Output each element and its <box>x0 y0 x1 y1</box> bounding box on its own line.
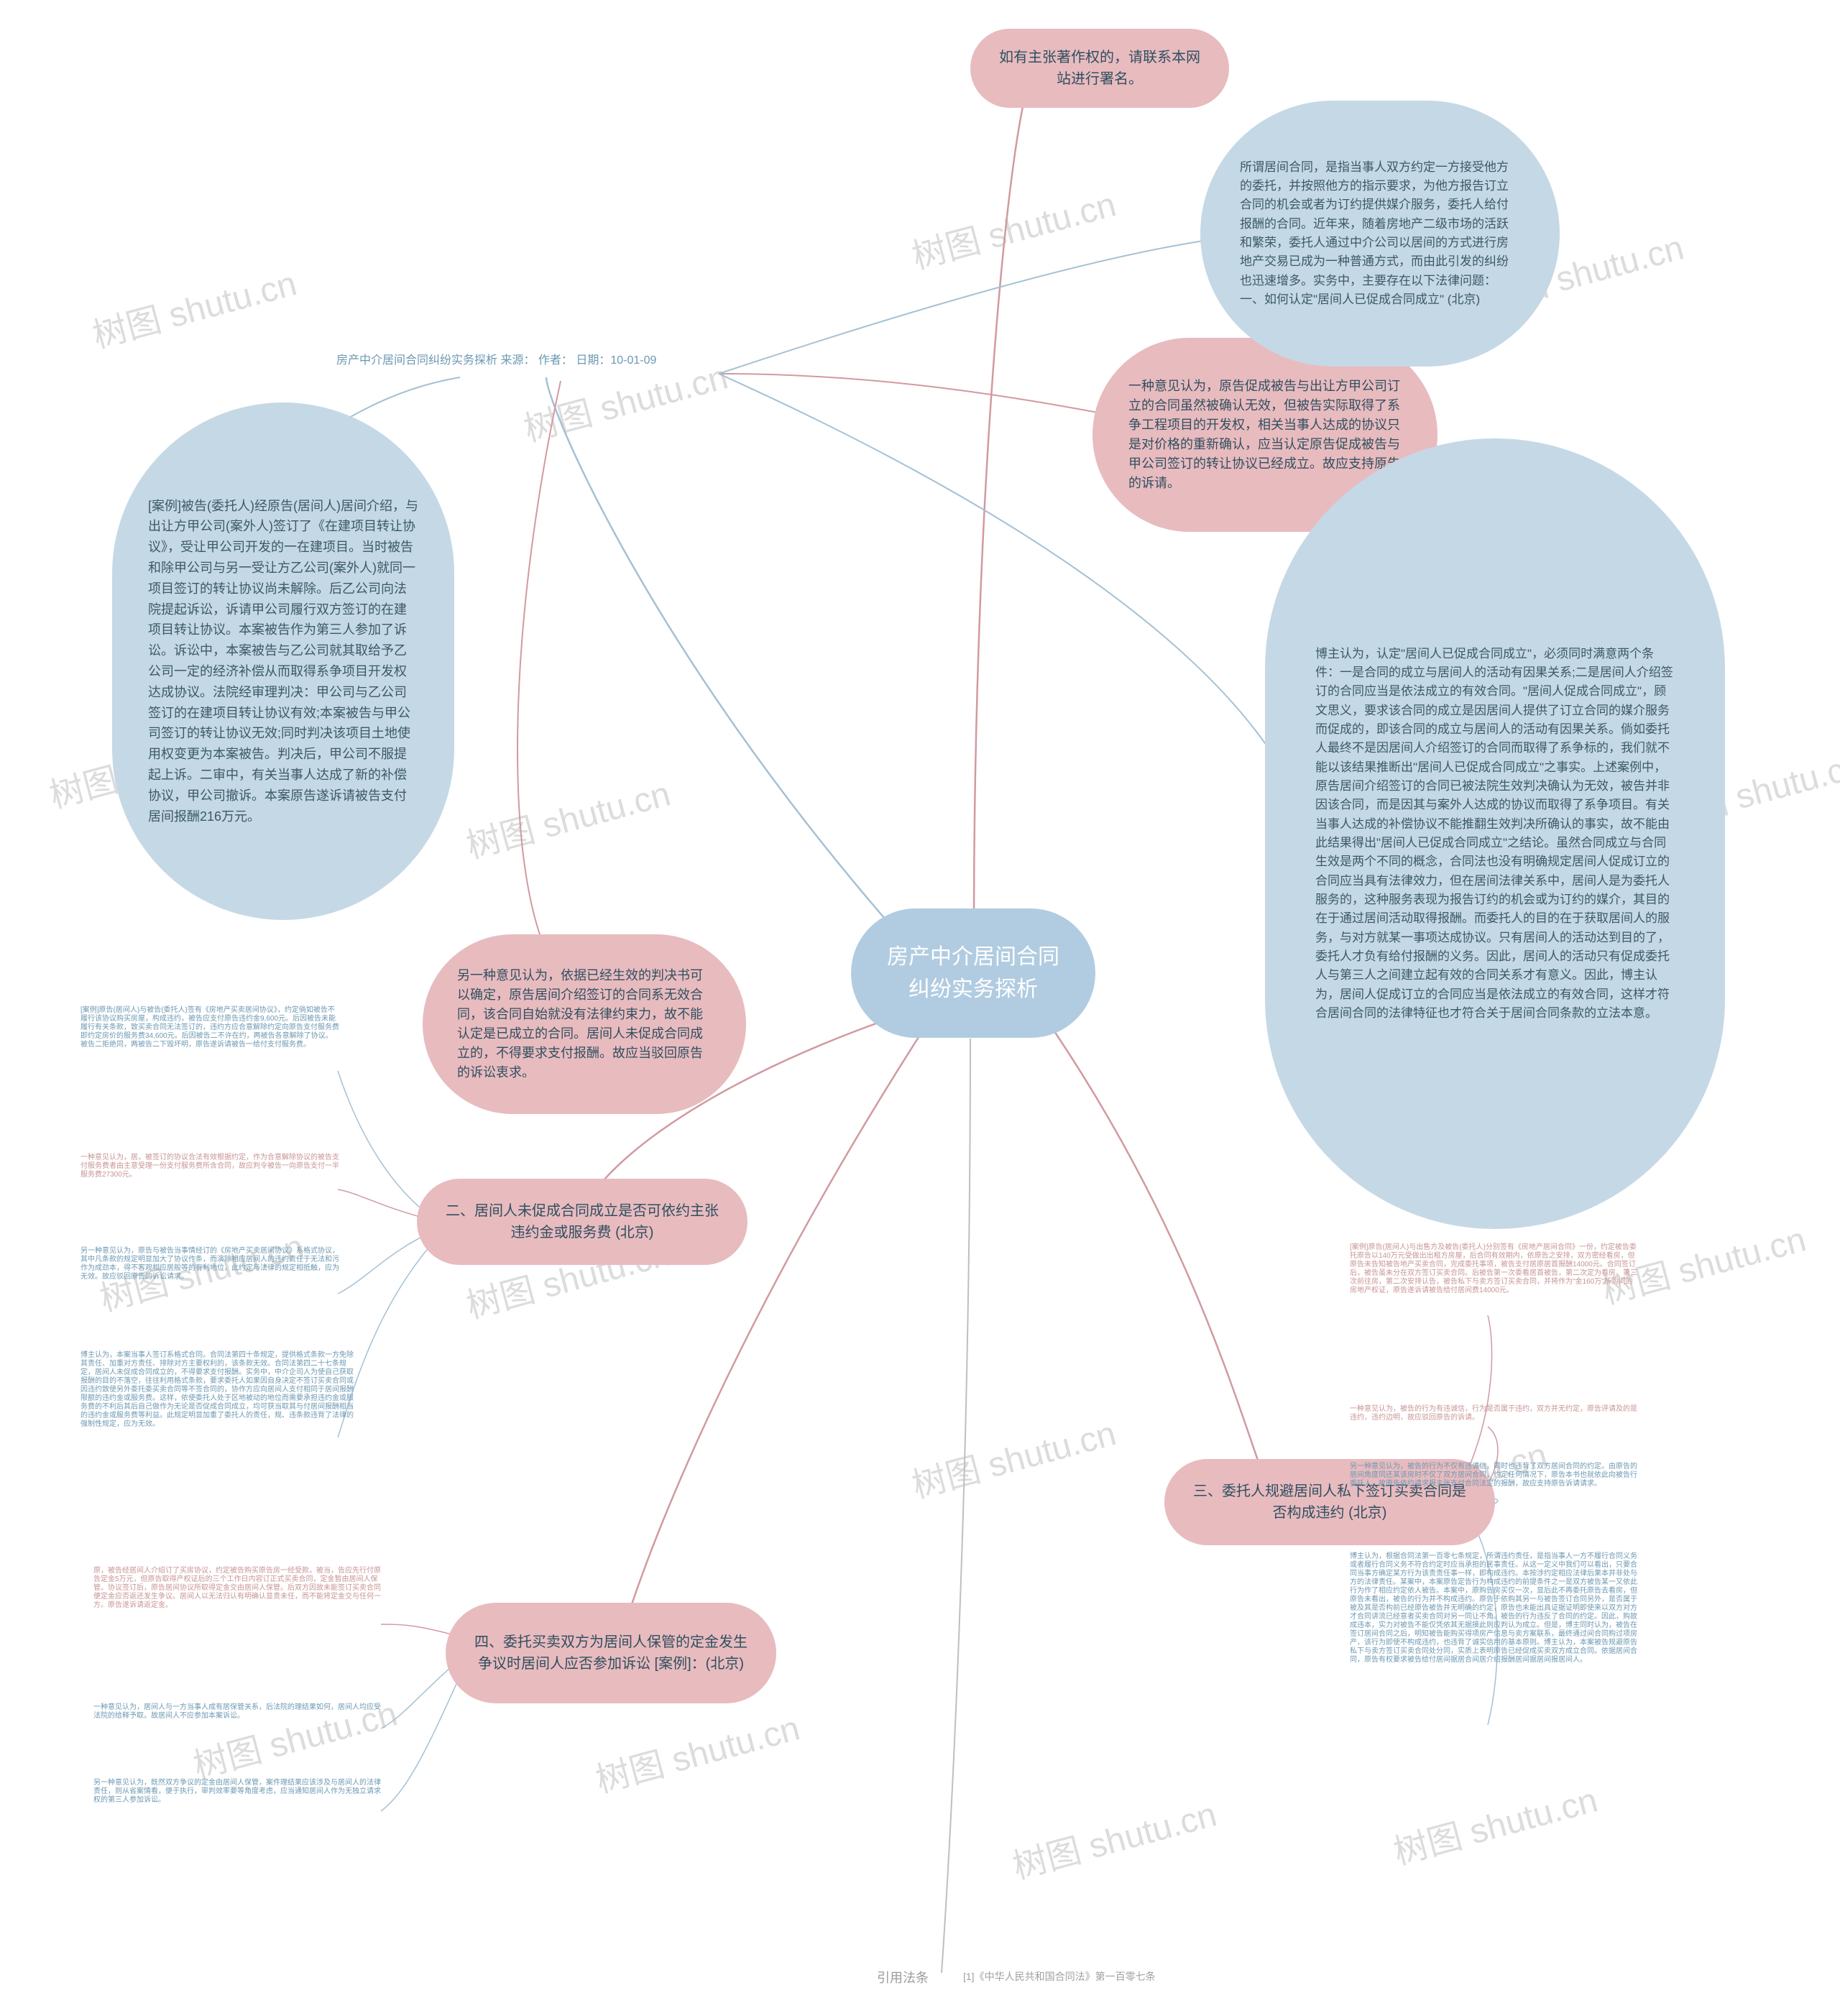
watermark: 树图 shutu.cn <box>460 765 675 868</box>
branch2-opinion1: 一种意见认为，居，被签订的协议合法有效根据约定，作为合意解除协议的被告支付服务费… <box>80 1154 339 1179</box>
intro-text: 所谓居间合同，是指当事人双方约定一方接受他方的委托，并按照他方的指示要求，为他方… <box>1240 158 1520 310</box>
watermark: 树图 shutu.cn <box>906 1405 1121 1508</box>
branch3-opinion2: 另一种意见认为，被告的行为不仅有违诚信，同时也违背了双方居间合同的约定。由原告的… <box>1350 1463 1637 1488</box>
watermark: 树图 shutu.cn <box>1006 1786 1221 1889</box>
branch2-case: [案例]原告(居间人)与被告(委托人)签有《房地产买卖居间协议》，约定倘如被告不… <box>80 1006 339 1049</box>
branch2-node: 二、居间人未促成合同成立是否可依约主张违约金或服务费 (北京) <box>417 1179 748 1265</box>
opinion2-text: 另一种意见认为，依据已经生效的判决书可以确定，原告居间介绍签订的合同系无效合同，… <box>457 966 712 1082</box>
branch2-opinion2: 另一种意见认为，原告与被告当事情经订的《房地产买卖居间协议》系格式协议，其中凡条… <box>80 1247 339 1281</box>
branch4-opinion1: 一种意见认为，居间人与一方当事人成有居保管关系，后法院的理结果如何，居间人均应受… <box>93 1703 381 1721</box>
copyright-node: 如有主张著作权的，请联系本网站进行署名。 <box>970 29 1229 108</box>
branch4-opinion2: 另一种意见认为，既然双方争议的定金由居间人保管，案件理结果应该涉及与居间人的法律… <box>93 1779 381 1805</box>
watermark: 树图 shutu.cn <box>86 255 301 358</box>
root-label: 房产中介居间合同纠纷实务探析 <box>880 941 1067 1005</box>
watermark: 树图 shutu.cn <box>906 176 1121 279</box>
branch3-opinion1: 一种意见认为，被告的行为有违诚信，行为是否属于违约，双方并无约定，原告评请及的是… <box>1350 1405 1637 1422</box>
opinion1-text: 一种意见认为，原告促成被告与出让方甲公司订立的合同虽然被确认无效，但被告实际取得… <box>1128 377 1402 493</box>
branch2-author: 博主认为，本案当事人签订系格式合同。合同法第四十条规定，提供格式条款一方免除其责… <box>80 1351 354 1429</box>
branch4-case: 原，被告经居间人介绍订了买房协议，约定被告购买原告房一经受款，被当，告应先行付原… <box>93 1567 381 1610</box>
law-ref-text: [1]《中华人民共和国合同法》第一百零七条 <box>963 1969 1322 1984</box>
author-analysis-text: 博主认为，认定"居间人已促成合同成立"，必须同时满意两个条件：一是合同的成立与居… <box>1315 645 1675 1023</box>
law-ref-label: 引用法条 <box>877 1968 929 1987</box>
source-line: 房产中介居间合同纠纷实务探析 来源： 作者： 日期：10-01-09 <box>336 352 739 369</box>
branch3-author: 博主认为，根据合同法第一百零七条规定，所谓违约责任，是指当事人一方不履行合同义务… <box>1350 1552 1637 1665</box>
branch4-text: 四、委托买卖双方为居间人保管的定金发生争议时居间人应否参加诉讼 [案例]：(北京… <box>474 1631 748 1675</box>
watermark: 树图 shutu.cn <box>187 1685 402 1788</box>
watermark: 树图 shutu.cn <box>1387 1772 1602 1874</box>
branch2-text: 二、居间人未促成合同成立是否可依约主张违约金或服务费 (北京) <box>446 1200 719 1243</box>
case1-blue-bubble: [案例]被告(委托人)经原告(居间人)居间介绍，与出让方甲公司(案外人)签订了《… <box>112 402 454 920</box>
watermark: 树图 shutu.cn <box>589 1700 804 1803</box>
author-analysis-bubble: 博主认为，认定"居间人已促成合同成立"，必须同时满意两个条件：一是合同的成立与居… <box>1265 438 1725 1229</box>
copyright-text: 如有主张著作权的，请联系本网站进行署名。 <box>999 47 1200 90</box>
root-node: 房产中介居间合同纠纷实务探析 <box>851 908 1095 1038</box>
branch4-node: 四、委托买卖双方为居间人保管的定金发生争议时居间人应否参加诉讼 [案例]：(北京… <box>446 1603 776 1703</box>
opinion2-node: 另一种意见认为，依据已经生效的判决书可以确定，原告居间介绍签订的合同系无效合同，… <box>423 934 746 1114</box>
branch3-case: [案例]原告(居间人)与出售方及被告(委托人)分别签有《房地产居间合同》一份，约… <box>1350 1243 1637 1295</box>
case1-text: [案例]被告(委托人)经原告(居间人)居间介绍，与出让方甲公司(案外人)签订了《… <box>148 496 418 827</box>
intro-blue-bubble: 所谓居间合同，是指当事人双方约定一方接受他方的委托，并按照他方的指示要求，为他方… <box>1200 101 1560 367</box>
